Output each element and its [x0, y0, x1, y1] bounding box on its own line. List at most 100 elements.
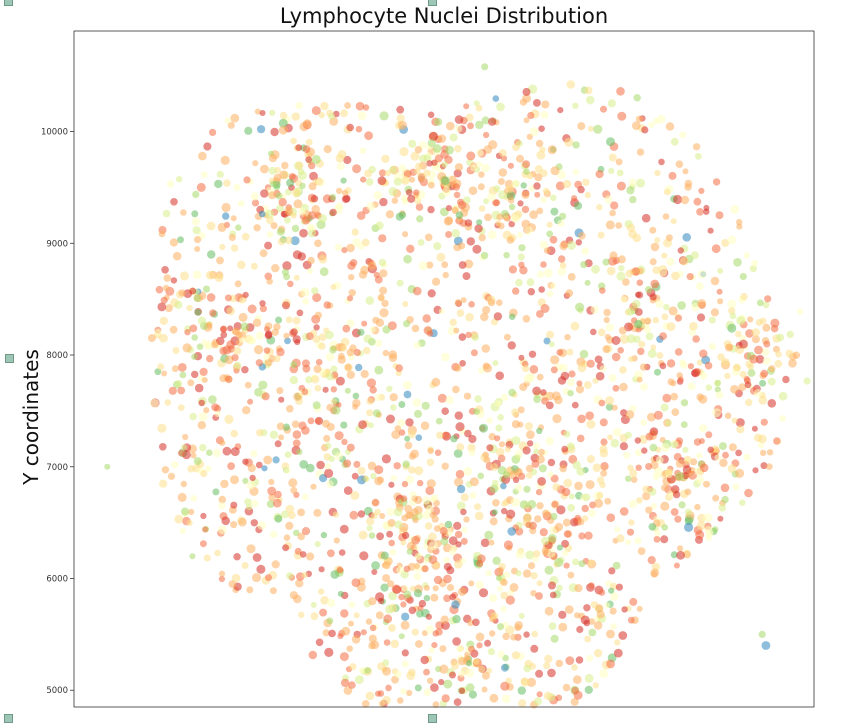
nucleus-point	[705, 384, 712, 391]
nucleus-point	[730, 385, 739, 394]
nucleus-point	[465, 312, 474, 322]
nucleus-point	[254, 345, 264, 355]
nucleus-point	[383, 639, 391, 646]
nucleus-point	[658, 267, 668, 277]
nucleus-point	[301, 527, 311, 536]
nucleus-point	[603, 308, 611, 317]
nucleus-point	[597, 231, 605, 239]
nucleus-point	[159, 333, 168, 343]
nucleus-point	[617, 111, 627, 121]
nucleus-point	[182, 433, 189, 441]
nucleus-point	[360, 629, 367, 636]
nucleus-point	[531, 630, 538, 638]
nucleus-point	[388, 353, 398, 363]
nucleus-point	[344, 102, 351, 109]
nucleus-point	[196, 182, 206, 192]
nucleus-point	[679, 131, 687, 139]
nucleus-point	[437, 393, 447, 403]
nucleus-point	[198, 399, 205, 407]
nucleus-point	[365, 296, 375, 305]
nucleus-point	[312, 293, 322, 303]
nucleus-point	[493, 185, 501, 193]
nucleus-point	[665, 419, 672, 427]
nucleus-point	[477, 665, 486, 673]
nucleus-point	[314, 541, 321, 548]
nucleus-point	[189, 412, 197, 421]
nucleus-point	[570, 321, 580, 331]
nucleus-point	[330, 398, 337, 405]
nucleus-point	[400, 495, 408, 502]
nucleus-point	[203, 407, 210, 414]
nucleus-point	[468, 580, 475, 587]
nucleus-point	[567, 240, 576, 250]
nucleus-point	[550, 512, 558, 521]
nucleus-point	[308, 182, 317, 191]
y-tick-label: 8000	[46, 351, 68, 361]
nucleus-point	[788, 359, 797, 368]
nucleus-point	[353, 612, 360, 619]
nucleus-point	[662, 213, 670, 220]
nucleus-point	[275, 192, 283, 200]
nucleus-point	[465, 669, 474, 678]
nucleus-point	[517, 421, 524, 428]
nucleus-point	[327, 549, 335, 558]
nucleus-point	[237, 200, 245, 207]
nucleus-point	[410, 508, 419, 517]
nucleus-point	[346, 370, 355, 379]
nucleus-point	[433, 575, 443, 585]
nucleus-point	[541, 100, 550, 109]
nucleus-point	[577, 518, 585, 526]
nucleus-point	[366, 202, 376, 211]
nucleus-point	[684, 508, 692, 516]
nucleus-point	[343, 155, 352, 165]
nucleus-point	[666, 359, 676, 368]
nucleus-point	[224, 414, 234, 424]
nucleus-point	[767, 377, 776, 386]
nucleus-point	[189, 553, 196, 560]
nucleus-point	[732, 363, 741, 372]
nucleus-point	[458, 261, 467, 269]
nucleus-point	[638, 340, 646, 348]
nucleus-point	[782, 375, 790, 384]
nucleus-point	[440, 615, 449, 624]
nucleus-point	[293, 199, 303, 209]
nucleus-point	[557, 267, 567, 276]
nucleus-point	[581, 247, 590, 255]
nucleus-point	[535, 592, 543, 600]
nucleus-point	[594, 355, 603, 364]
nucleus-point	[796, 308, 804, 315]
nucleus-point	[366, 517, 375, 526]
nucleus-point	[318, 214, 327, 223]
nucleus-point	[705, 431, 713, 439]
y-tick-label: 6000	[46, 575, 68, 585]
nucleus-point	[341, 247, 348, 254]
nucleus-point	[635, 308, 643, 316]
nucleus-point	[433, 562, 440, 569]
nucleus-point	[502, 632, 510, 641]
nucleus-point	[382, 574, 391, 583]
nucleus-point	[214, 410, 221, 417]
nucleus-point	[697, 270, 707, 279]
nucleus-point	[395, 364, 404, 372]
nucleus-point	[645, 332, 654, 341]
nucleus-point	[337, 590, 344, 597]
nucleus-point	[584, 191, 591, 199]
nucleus-point	[416, 215, 424, 223]
nucleus-point	[584, 279, 591, 286]
nucleus-point	[649, 258, 657, 266]
nucleus-point	[708, 342, 717, 350]
nucleus-point	[463, 466, 473, 476]
nucleus-point	[441, 176, 450, 185]
nucleus-point	[622, 278, 630, 286]
nucleus-point	[279, 111, 288, 120]
nucleus-point	[521, 205, 530, 214]
nucleus-point	[403, 254, 412, 264]
nucleus-point	[639, 363, 648, 371]
nucleus-point	[762, 301, 770, 309]
nucleus-point	[584, 635, 592, 643]
nucleus-point	[476, 219, 483, 226]
nucleus-point	[428, 541, 438, 551]
nucleus-point	[515, 278, 523, 287]
nucleus-point	[533, 448, 540, 455]
nucleus-point	[509, 583, 519, 592]
